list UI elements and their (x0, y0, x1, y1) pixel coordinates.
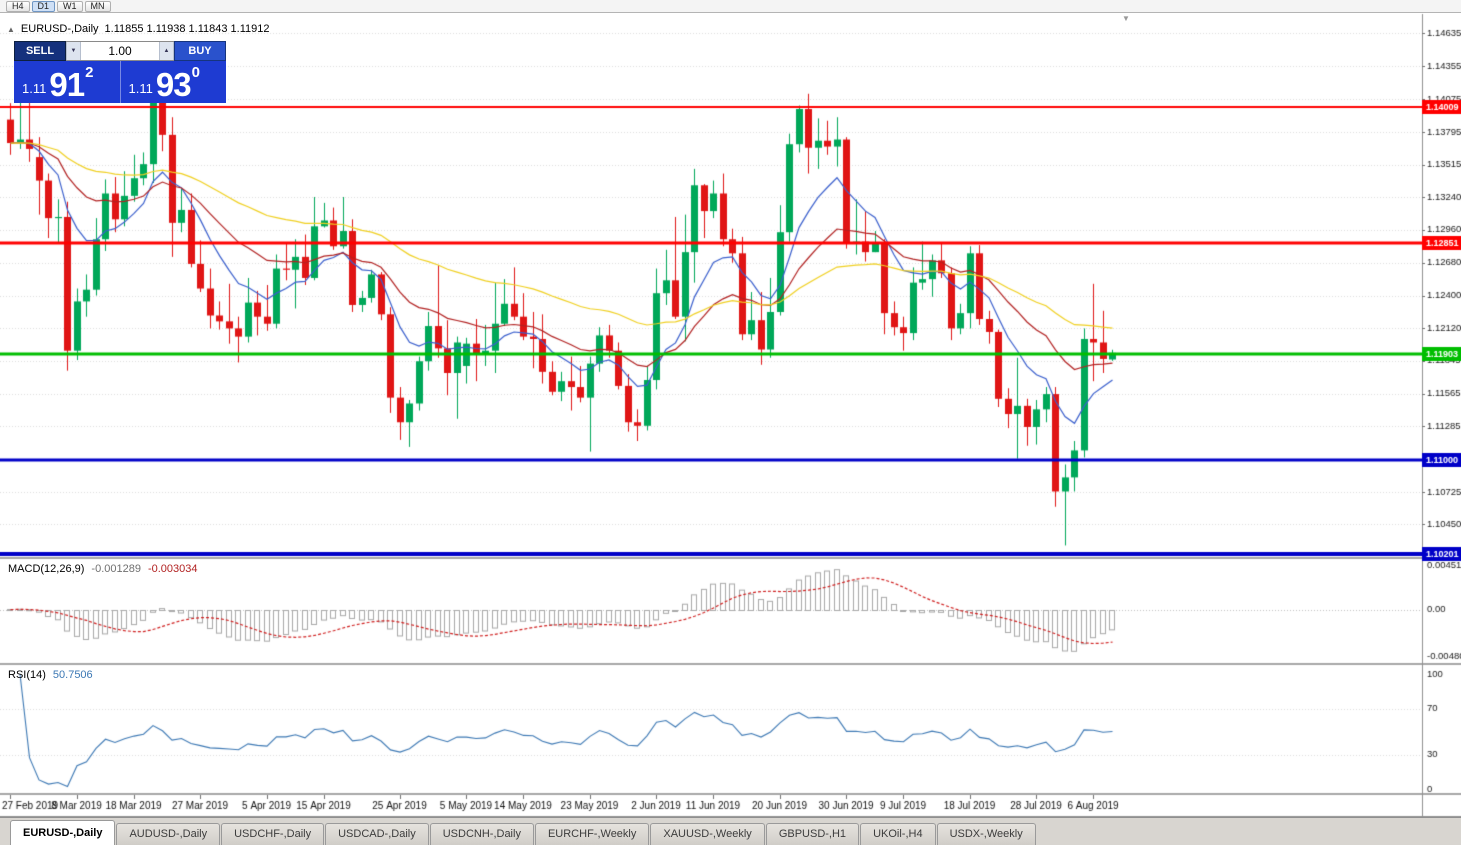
chart-ohlc-title: ▲ EURUSD-,Daily 1.11855 1.11938 1.11843 … (7, 23, 270, 35)
timeframe-toolbar: H4 D1 W1 MN (0, 0, 1461, 13)
volume-decrease-icon[interactable]: ▼ (66, 42, 81, 60)
bid-pip-digit: 2 (85, 64, 94, 81)
tab-gbpusd-h1[interactable]: GBPUSD-,H1 (765, 823, 860, 845)
tab-eurusd-daily[interactable]: EURUSD-,Daily (10, 820, 116, 845)
one-click-price-row: 1.11 91 2 1.11 93 0 (14, 61, 226, 103)
symbol-title: EURUSD-,Daily (20, 23, 99, 35)
sell-button[interactable]: SELL (14, 41, 66, 61)
ask-big-digits: 93 (155, 65, 192, 103)
timeframe-mn-button[interactable]: MN (84, 0, 111, 12)
chart-tabs-bar: EURUSD-,Daily AUDUSD-,Daily USDCHF-,Dail… (0, 817, 1461, 845)
bid-prefix: 1.11 (22, 81, 47, 96)
bid-big-digits: 91 (49, 65, 85, 103)
one-click-top-row: SELL ▼ 1.00 ▲ BUY (14, 41, 226, 61)
one-click-collapse-icon[interactable]: ▲ (7, 24, 15, 34)
tab-audusd-daily[interactable]: AUDUSD-,Daily (116, 823, 221, 845)
macd-indicator-label: MACD(12,26,9) -0.001289 -0.003034 (8, 563, 198, 575)
tab-xauusd-weekly[interactable]: XAUUSD-,Weekly (650, 823, 765, 845)
buy-button[interactable]: BUY (174, 41, 226, 61)
tab-usdcad-daily[interactable]: USDCAD-,Daily (325, 823, 429, 845)
volume-value[interactable]: 1.00 (108, 44, 132, 58)
rsi-name: RSI(14) (8, 669, 46, 681)
bid-price-display[interactable]: 1.11 91 2 (14, 61, 121, 103)
ask-prefix: 1.11 (128, 81, 153, 96)
timeframe-h4-button[interactable]: H4 (6, 0, 30, 12)
tab-usdx-weekly[interactable]: USDX-,Weekly (936, 823, 1036, 845)
tab-usdcnh-daily[interactable]: USDCNH-,Daily (429, 823, 534, 845)
ask-price-display[interactable]: 1.11 93 0 (120, 61, 226, 103)
volume-stepper[interactable]: ▼ 1.00 ▲ (66, 41, 174, 61)
macd-name: MACD(12,26,9) (8, 563, 85, 575)
chart-shift-marker-icon[interactable]: ▼ (1122, 14, 1130, 23)
tab-eurchf-weekly[interactable]: EURCHF-,Weekly (534, 823, 650, 845)
timeframe-w1-button[interactable]: W1 (57, 0, 83, 12)
ohlc-values: 1.11855 1.11938 1.11843 1.11912 (104, 23, 270, 35)
macd-main-value: -0.001289 (91, 563, 141, 575)
rsi-indicator-label: RSI(14) 50.7506 (8, 669, 93, 681)
tab-ukoil-h4[interactable]: UKOil-,H4 (860, 823, 936, 845)
tab-usdchf-daily[interactable]: USDCHF-,Daily (221, 823, 325, 845)
ask-pip-digit: 0 (191, 64, 200, 81)
timeframe-d1-button[interactable]: D1 (31, 0, 56, 12)
macd-signal-value: -0.003034 (147, 563, 198, 575)
one-click-trading-panel: SELL ▼ 1.00 ▲ BUY 1.11 91 2 1.11 93 0 (14, 41, 226, 103)
rsi-value: 50.7506 (52, 669, 93, 681)
volume-increase-icon[interactable]: ▲ (159, 42, 174, 60)
